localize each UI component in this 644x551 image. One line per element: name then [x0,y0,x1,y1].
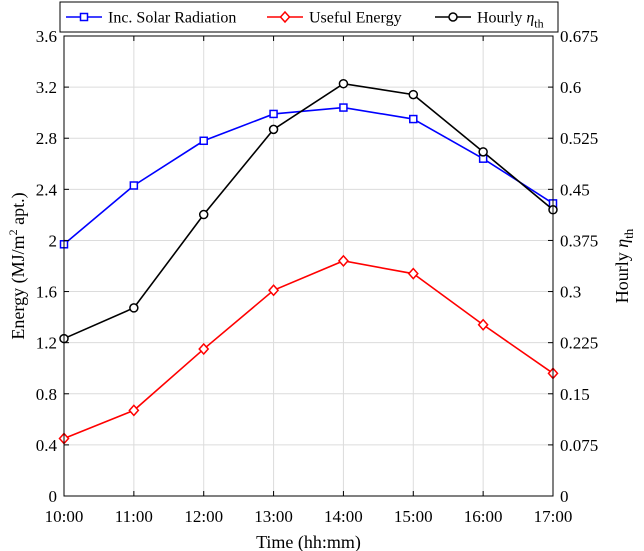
legend-label: Useful Energy [309,10,402,27]
data-point [339,103,348,112]
x-tick-label: 10:00 [45,507,84,526]
legend-box [59,1,559,33]
legend-entry: Inc. Solar Radiation [66,10,236,27]
series-0 [59,103,558,249]
y-axis-title-main: Energy (MJ/m [8,235,29,339]
y-tick-label: 1.2 [36,334,57,353]
legend-label-text: Inc. Solar Radiation [108,10,236,27]
y2-axis-title: Hourly ηth [612,228,636,303]
legend-label-subscript: th [534,17,543,31]
y2-tick-label: 0 [560,487,569,506]
y2-tick-label: 0.225 [560,334,598,353]
y2-axis-title-symbol: η [612,239,632,248]
legend-label: Hourly ηth [477,10,544,31]
x-tick-label: 17:00 [534,507,573,526]
y-tick-label: 3.6 [36,27,57,46]
legend-entry: Hourly ηth [435,10,544,31]
data-point [268,284,280,297]
y2-tick-label: 0.675 [560,27,598,46]
axis-ticks: 10:00 11:00 12:00 13:00 14:00 15:00 16:00 17:00… [36,27,599,526]
data-point [337,254,349,268]
legend-marker [448,12,458,22]
legend-label: Inc. Solar Radiation [108,10,236,27]
y2-tick-label: 0.525 [560,129,598,148]
grid-lines [63,35,554,497]
x-tick-label: 12:00 [184,507,223,526]
x-axis-title: Time (hh:mm) [256,532,361,551]
y2-tick-label: 0.3 [560,283,581,302]
y-axis-title: Energy (MJ/m2 apt.) [6,192,29,339]
y-tick-label: 2 [49,231,58,250]
x-tick-label: 11:00 [115,507,153,526]
data-point [129,181,139,190]
y2-tick-label: 0.6 [560,78,581,97]
y-tick-label: 2.8 [36,129,57,148]
data-point [478,147,488,157]
data-point [269,109,278,119]
legend: Inc. Solar Radiation Useful Energy Hourly … [59,1,559,33]
y2-axis-title-main: Hourly [612,248,632,304]
data-point [409,114,418,124]
data-point [198,342,210,356]
x-tick-label: 16:00 [464,507,503,526]
data-point [199,136,208,146]
series-2 [59,78,558,344]
data-point [477,318,489,331]
legend-label-text: Useful Energy [309,10,402,27]
legend-entry: Useful Energy [267,10,402,27]
y-axis-title-tail: apt.) [8,192,29,229]
legend-label-text: Hourly [477,10,526,27]
data-point [268,124,279,135]
x-tick-label: 14:00 [324,507,363,526]
y-tick-label: 1.6 [36,283,57,302]
series-1 [58,254,559,445]
y2-tick-label: 0.375 [560,231,598,250]
data-point [407,267,419,280]
y2-axis-title-subscript: th [621,228,636,239]
y-axis-title-superscript: 2 [6,229,20,235]
x-tick-label: 15:00 [394,507,433,526]
y2-tick-label: 0.075 [560,436,598,455]
series-line [63,82,554,340]
y-tick-label: 0 [49,487,58,506]
y-tick-label: 2.4 [36,180,58,199]
data-point [198,209,209,220]
y2-tick-label: 0.15 [560,385,590,404]
legend-marker [279,10,291,24]
data-point [338,78,349,89]
data-point [408,89,419,100]
series-line [63,106,554,245]
y-tick-label: 3.2 [36,78,57,97]
legend-marker [79,12,89,22]
y-tick-label: 0.4 [36,436,58,455]
y2-tick-label: 0.45 [560,180,590,199]
legend-entries: Inc. Solar Radiation Useful Energy Hourly … [66,10,544,31]
x-tick-label: 13:00 [254,507,293,526]
legend-label-symbol: η [526,10,534,27]
y-tick-label: 0.8 [36,385,57,404]
data-point [129,303,139,313]
data-point [128,404,140,417]
series-line [63,260,554,440]
series-layer [58,78,559,445]
plot-frame [63,35,554,497]
